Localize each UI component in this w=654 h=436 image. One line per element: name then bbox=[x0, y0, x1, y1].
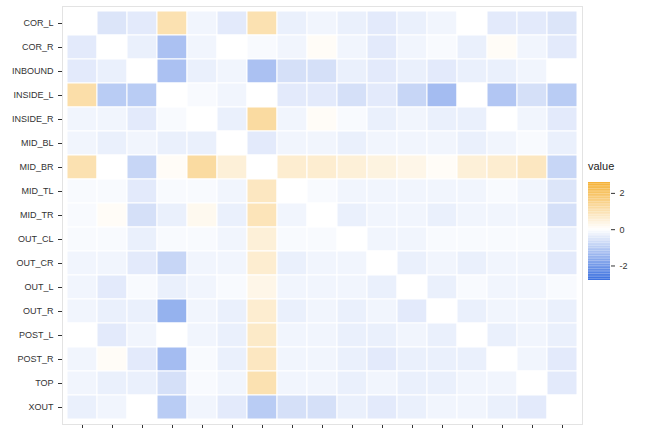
svg-text:MID_BR: MID_BR bbox=[19, 162, 54, 172]
svg-text:XOUT: XOUT bbox=[28, 402, 54, 412]
svg-text:POST_R: POST_R bbox=[17, 354, 54, 364]
svg-text:COR_L: COR_L bbox=[23, 18, 53, 28]
svg-text:INBOUND: INBOUND bbox=[12, 66, 54, 76]
svg-text:COR_R: COR_R bbox=[22, 42, 54, 52]
html-text:value: value bbox=[588, 160, 615, 172]
svg-text:MID_TL: MID_TL bbox=[21, 186, 53, 196]
svg-text:2: 2 bbox=[620, 188, 625, 198]
svg-text:OUT_CR: OUT_CR bbox=[16, 258, 54, 268]
svg-text:POST_L: POST_L bbox=[19, 330, 54, 340]
svg-text:OUT_CL: OUT_CL bbox=[18, 234, 54, 244]
svg-text:-2: -2 bbox=[620, 261, 628, 271]
svg-text:MID_TR: MID_TR bbox=[20, 210, 54, 220]
svg-text:OUT_R: OUT_R bbox=[23, 306, 54, 316]
svg-text:MID_BL: MID_BL bbox=[21, 138, 54, 148]
svg-text:INSIDE_R: INSIDE_R bbox=[12, 114, 54, 124]
svg-text:OUT_L: OUT_L bbox=[24, 282, 53, 292]
svg-text:TOP: TOP bbox=[35, 378, 53, 388]
svg-text:INSIDE_L: INSIDE_L bbox=[13, 90, 53, 100]
svg-text:0: 0 bbox=[620, 225, 625, 235]
